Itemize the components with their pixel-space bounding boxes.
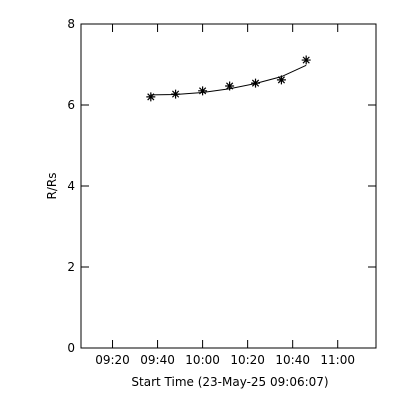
asterisk-point [146, 92, 156, 102]
fit-line [150, 64, 307, 96]
x-tick-label: 10:40 [275, 353, 310, 367]
x-tick-label: 10:20 [230, 353, 265, 367]
x-tick-label: 11:00 [320, 353, 355, 367]
x-axis-label: Start Time (23-May-25 09:06:07) [131, 375, 328, 389]
y-tick-label: 6 [67, 98, 75, 112]
y-tick-label: 4 [67, 179, 75, 193]
asterisk-point [301, 55, 311, 65]
y-tick-label: 0 [67, 341, 75, 355]
x-tick-label: 10:00 [185, 353, 220, 367]
asterisk-point [276, 75, 286, 85]
x-tick-label: 09:40 [140, 353, 175, 367]
asterisk-point [198, 86, 208, 96]
y-tick-label: 8 [67, 17, 75, 31]
y-axis-label: R/Rs [45, 173, 59, 200]
x-tick-label: 09:20 [95, 353, 130, 367]
asterisk-point [225, 81, 235, 91]
y-tick-label: 2 [67, 260, 75, 274]
